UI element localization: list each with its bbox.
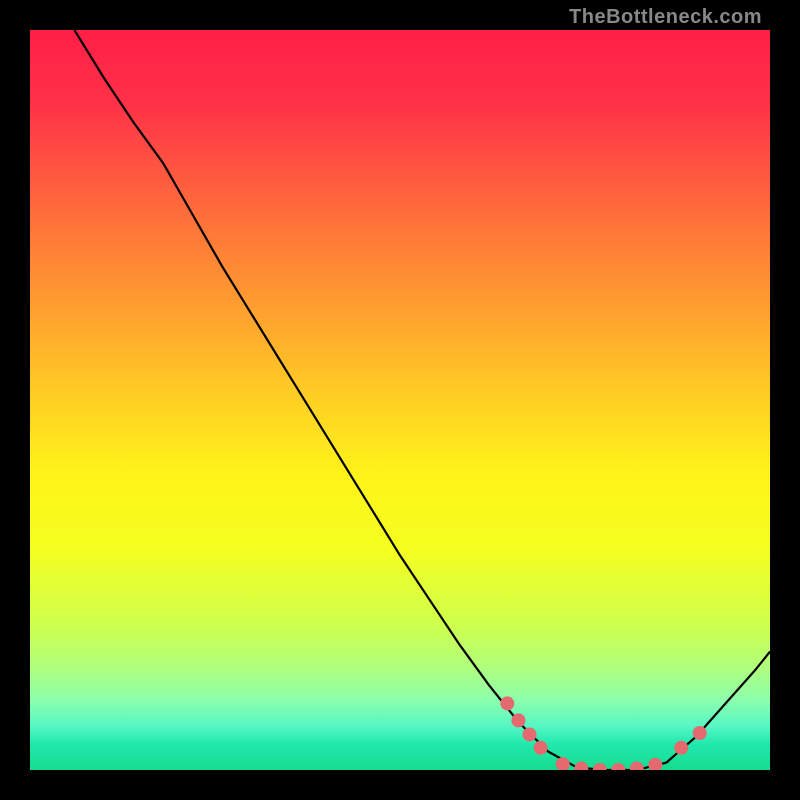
gradient-background [30,30,770,770]
chart-svg [30,30,770,770]
curve-marker [500,696,514,710]
curve-marker [534,741,548,755]
curve-marker [674,741,688,755]
watermark-text: TheBottleneck.com [569,6,762,29]
curve-marker [523,727,537,741]
plot-area [30,30,770,770]
curve-marker [511,713,525,727]
curve-marker [693,726,707,740]
chart-container: TheBottleneck.com [0,0,800,800]
